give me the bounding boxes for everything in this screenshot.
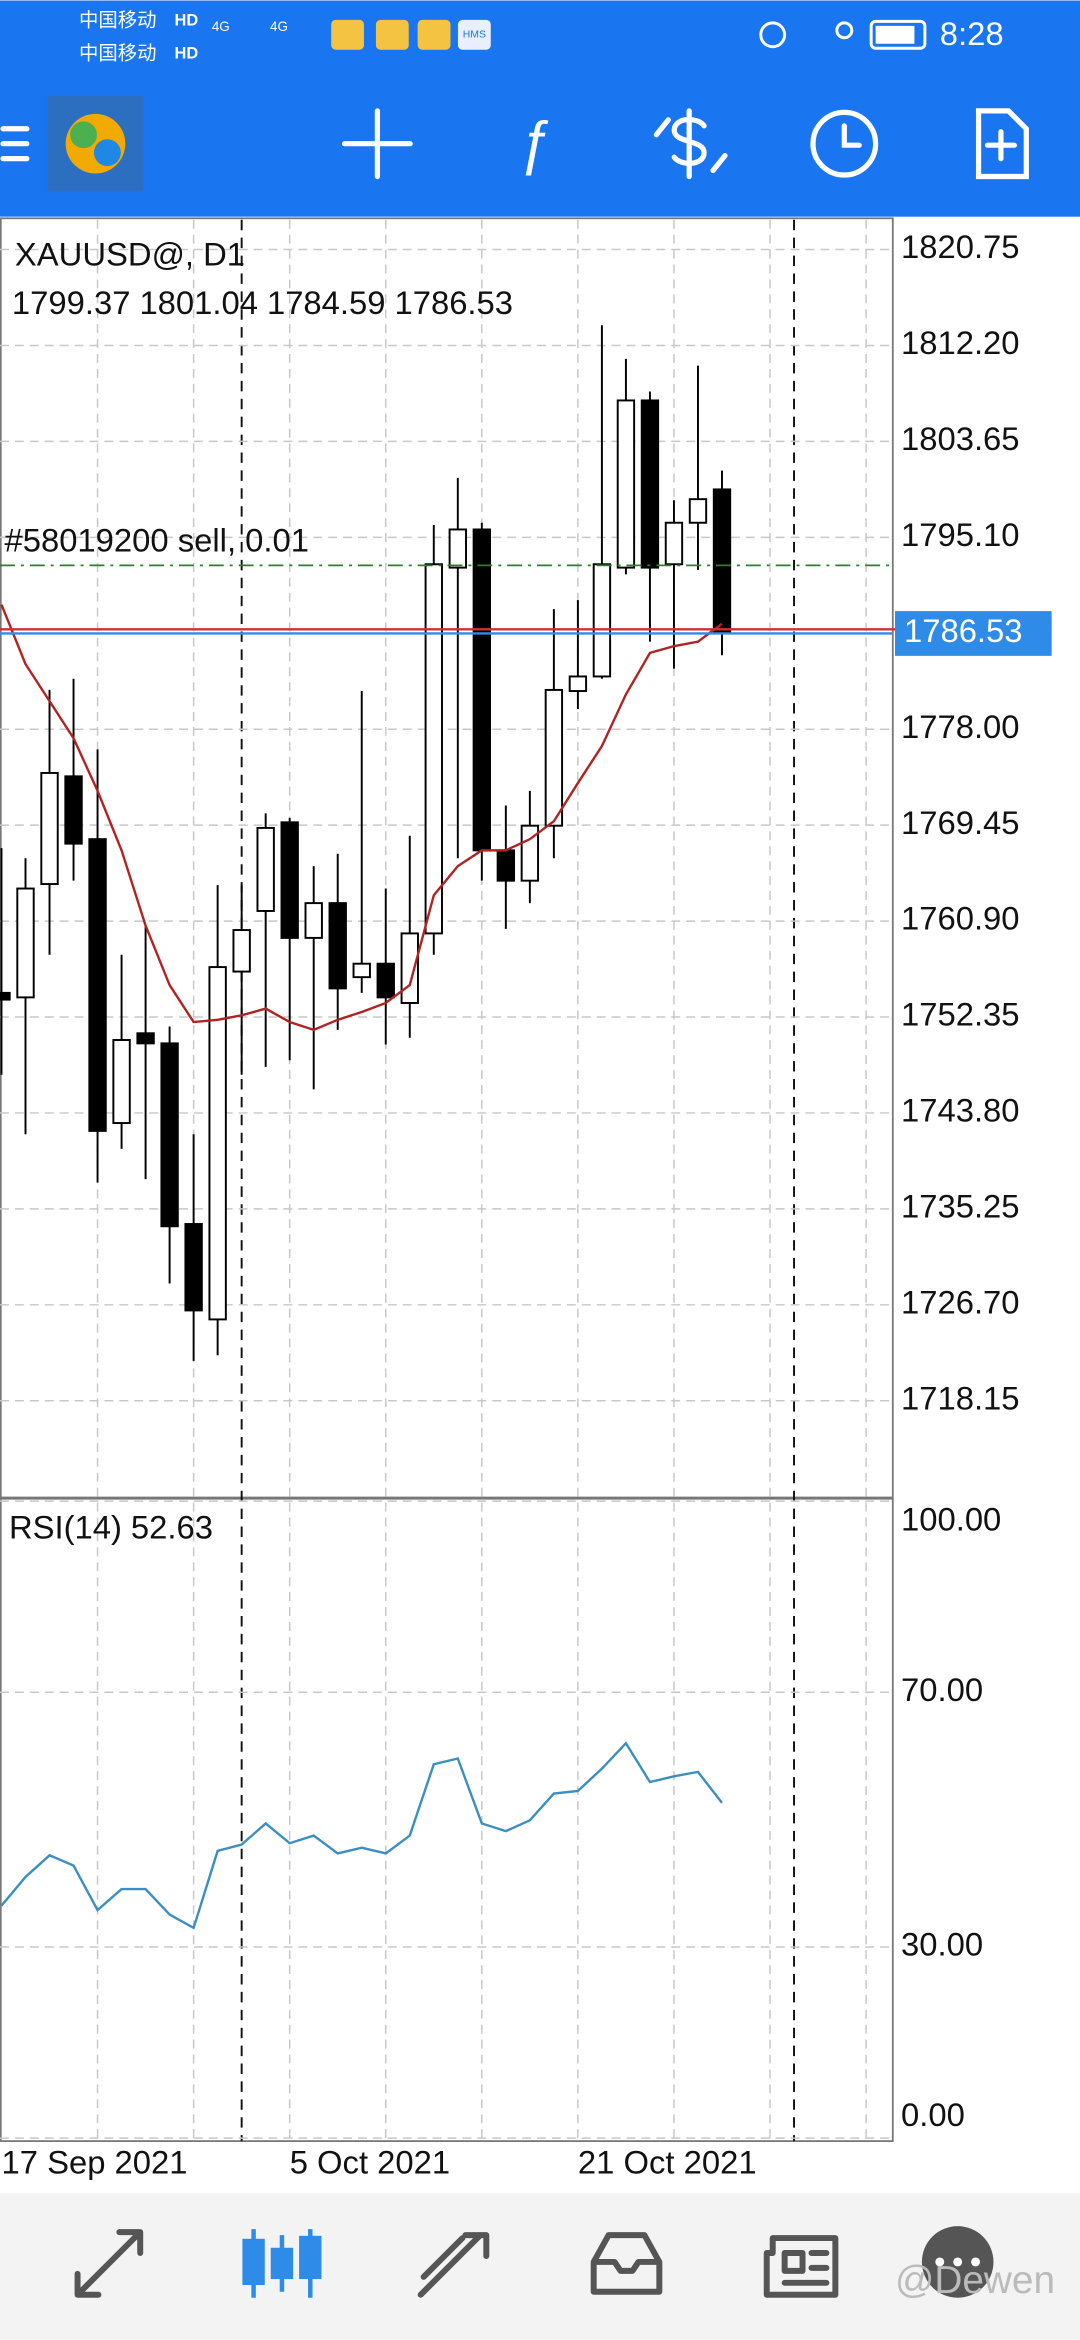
network: 4G (212, 19, 230, 34)
chart-tab[interactable] (242, 2229, 322, 2298)
carrier: 中国移动 (79, 10, 157, 32)
hms-label: HMS (463, 30, 486, 41)
menu-button[interactable] (0, 126, 30, 162)
history-tab[interactable] (590, 2232, 663, 2295)
open-value: 1799.37 (12, 283, 131, 320)
chart-area (0, 216, 1080, 2194)
plot-border (0, 217, 894, 2142)
order-label: #58019200 sell, 0.01 (4, 522, 309, 559)
moving-average (0, 604, 723, 1032)
app-logo[interactable] (47, 95, 144, 192)
candle-body (424, 563, 443, 935)
rsi-tick-label: 0.00 (901, 2096, 965, 2133)
x-tick-label: 5 Oct 2021 (290, 2144, 450, 2181)
candle-body (520, 824, 540, 882)
plot (0, 325, 1052, 1930)
candle-body (40, 771, 59, 886)
candle-body (304, 902, 323, 939)
y-tick-label: 1803.65 (901, 420, 1020, 457)
candle-body (256, 826, 275, 912)
y-tick-label: 1778.00 (901, 708, 1020, 745)
candle-body (688, 498, 708, 524)
candle-body (352, 962, 371, 979)
rsi-tick-label: 30.00 (901, 1926, 983, 1963)
rsi-tick-label: 70.00 (901, 1671, 983, 1708)
candle-body (664, 521, 684, 566)
battery-level (875, 25, 915, 44)
candle-body (64, 775, 83, 845)
y-tick-label: 1760.90 (901, 900, 1020, 937)
candle-body (616, 399, 636, 569)
candle-body (712, 488, 732, 635)
indicators-button[interactable]: ƒ (517, 108, 550, 175)
trade-tab[interactable] (417, 2232, 490, 2298)
alarm-icon (759, 21, 787, 49)
candle-body (568, 675, 588, 693)
rsi-line (0, 1741, 723, 1930)
y-tick-label: 1769.45 (901, 804, 1020, 841)
crosshair-button[interactable] (341, 108, 413, 180)
notification-icons (331, 19, 451, 50)
y-tick-label: 1795.10 (901, 516, 1020, 553)
bid-price-label: 1786.53 (904, 612, 1023, 649)
candle-body (112, 1039, 131, 1125)
y-tick-label: 1812.20 (901, 324, 1020, 361)
battery (869, 19, 927, 50)
y-tick-label: 1718.15 (901, 1379, 1020, 1416)
y-tick-label: 1743.80 (901, 1092, 1020, 1129)
candle-body (472, 528, 491, 852)
new-order-button[interactable] (975, 108, 1029, 180)
quotes-tab[interactable] (74, 2229, 144, 2298)
news-tab[interactable] (763, 2235, 839, 2298)
candle-body (592, 563, 612, 678)
bid-price-box (895, 611, 1052, 656)
location-icon (835, 21, 854, 40)
candle-body (640, 399, 660, 569)
clock: 8:28 (940, 15, 1004, 52)
candle-body (496, 849, 516, 882)
ohlc-readout: 1799.37 1801.04 1784.59 1786.53 (12, 283, 513, 320)
candle-body (376, 962, 395, 999)
high-value: 1801.04 (139, 283, 258, 320)
candle-body (16, 887, 35, 999)
y-tick-label: 1752.35 (901, 996, 1020, 1033)
history-button[interactable] (810, 109, 879, 178)
y-tick-label: 1820.75 (901, 228, 1020, 265)
trade-button[interactable] (653, 108, 728, 180)
bottom-nav (0, 2193, 1080, 2340)
candle-body (136, 1032, 155, 1045)
rsi-title: RSI(14) 52.63 (9, 1508, 213, 1545)
hd-badge: HD (175, 12, 199, 30)
candle-body (232, 929, 251, 973)
candle-body (208, 966, 227, 1321)
close-value: 1786.53 (394, 283, 513, 320)
chart-title: XAUUSD@, D1 (15, 236, 245, 273)
y-tick-label: 1726.70 (901, 1283, 1020, 1320)
candle-body (184, 1223, 203, 1312)
carrier: 中国移动 (79, 42, 157, 64)
rsi-name: RSI(14) (9, 1508, 122, 1545)
network: 4G (270, 19, 288, 34)
rsi-value: 52.63 (131, 1508, 213, 1545)
y-tick-label: 1735.25 (901, 1188, 1020, 1225)
candle-body (280, 821, 299, 939)
low-value: 1784.59 (267, 283, 386, 320)
candle-body (544, 688, 564, 827)
rsi-tick-label: 100.00 (901, 1501, 1001, 1538)
x-tick-label: 17 Sep 2021 (1, 2144, 187, 2181)
x-tick-label: 21 Oct 2021 (578, 2144, 757, 2181)
candle-body (160, 1042, 179, 1228)
watermark: @Dewen (895, 2259, 1055, 2302)
hms-icon (457, 19, 491, 50)
candle-body (400, 932, 419, 1004)
candle-body (0, 991, 11, 1001)
candle-body (88, 838, 107, 1132)
chat-tab[interactable] (921, 2226, 994, 2298)
hd-badge: HD (175, 45, 199, 63)
candle-body (328, 902, 347, 990)
candle-body (448, 528, 467, 569)
